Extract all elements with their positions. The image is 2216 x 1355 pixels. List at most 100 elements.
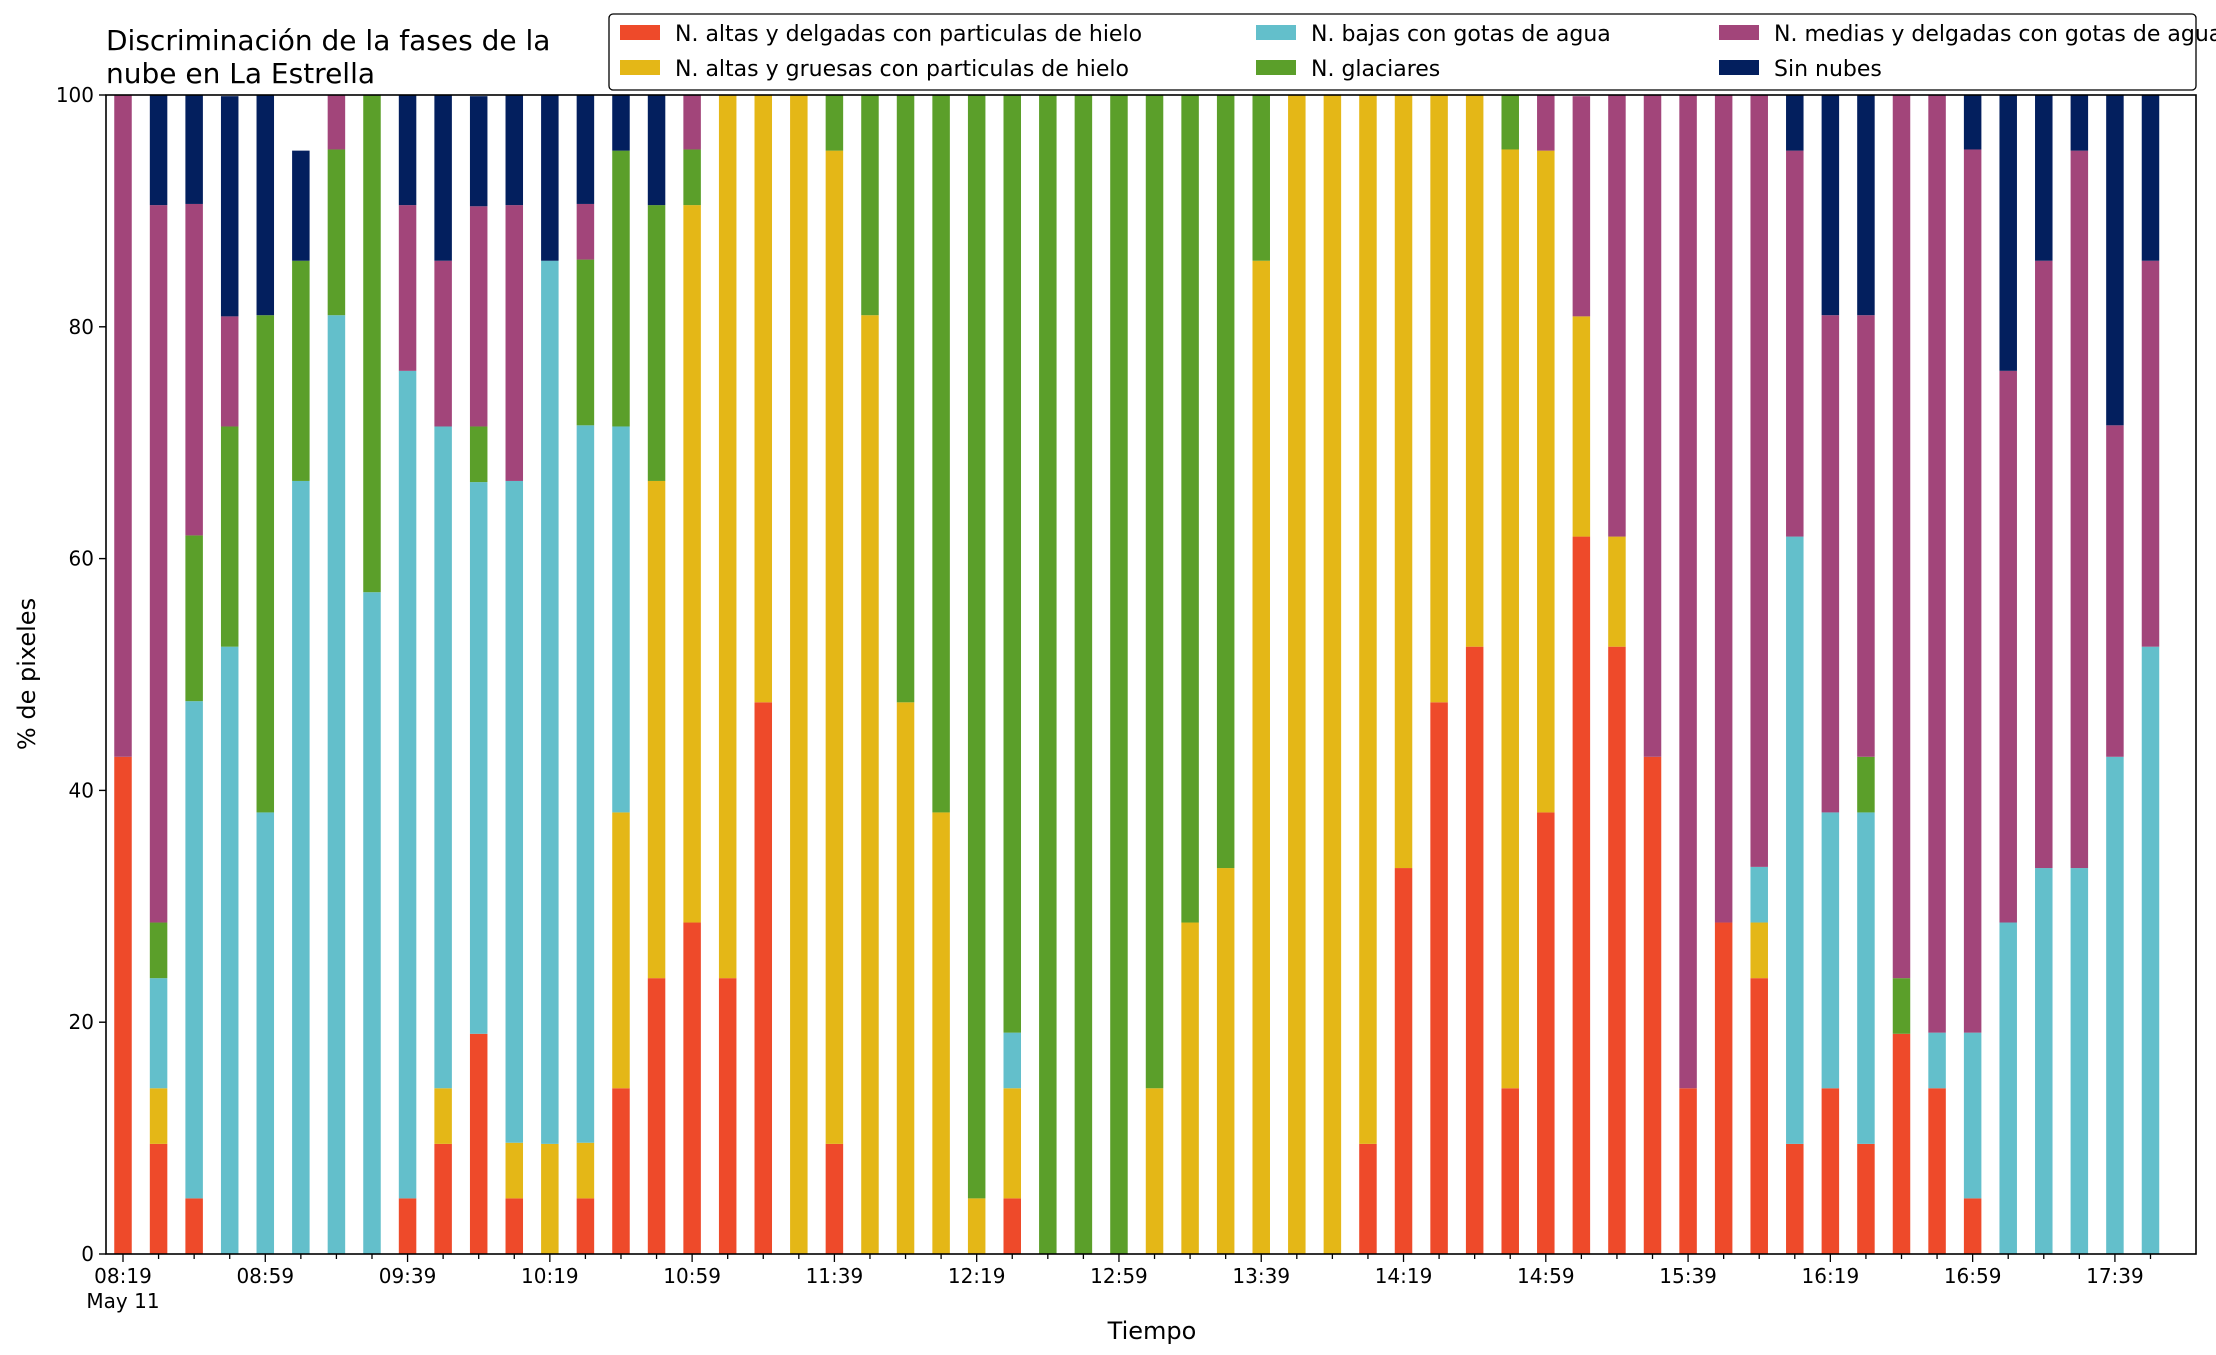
bar-segment [576,95,595,204]
bar-segment [398,95,417,206]
x-tick-label: 15:39 [1659,1264,1717,1288]
bar-segment [2035,868,2053,1254]
bar-segment [292,260,310,481]
y-tick-label: 60 [69,547,94,571]
bar-segment [683,149,701,206]
bar-segment [1181,922,1199,1254]
bar-segment [363,592,381,1254]
bar-segment [1074,95,1093,1254]
bar-segment [967,1198,986,1254]
bar-segment [1359,1143,1377,1254]
bar-segment [754,702,773,1254]
bar-segment [220,426,239,647]
bar-segment [1608,646,1626,1254]
bar-segment [398,1198,417,1254]
legend-swatch [620,25,660,40]
bar-segment [505,95,524,206]
bar-segment [434,1143,452,1254]
bar-segment [1786,150,1804,537]
x-date-label: May 11 [86,1289,159,1313]
x-tick-label: 08:59 [236,1264,294,1288]
bar-segment [1216,95,1235,869]
bar-segment [1501,149,1519,1089]
legend-label: N. bajas con gotas de agua [1311,22,1611,47]
legend-swatch [620,60,660,75]
bar-segment [683,95,701,150]
bar-segment [825,95,844,151]
bar-segment [2106,95,2124,426]
bar-segment [1643,756,1662,1254]
legend-frame [608,13,2197,91]
bar-segment [2070,95,2089,151]
x-tick-label: 10:59 [663,1264,721,1288]
bars-group [114,95,2160,1255]
bar-segment [576,259,595,426]
bar-segment [149,205,168,923]
bar-segment [256,812,275,1254]
bar-segment [363,95,381,593]
bar-segment [612,95,630,151]
bar-segment [1003,1088,1021,1199]
bar-segment [292,480,310,1254]
bar-segment [896,95,915,703]
bar-segment [149,922,168,979]
bar-segment [1003,1198,1021,1254]
bar-segment [1821,812,1840,1089]
bar-segment [434,95,452,261]
bar-segment [541,260,559,1144]
x-tick-label: 16:59 [1944,1264,2002,1288]
y-axis-label: % de pixeles [13,598,41,750]
bar-segment [1252,260,1270,1254]
bar-segment [469,1033,488,1254]
bar-segment [718,95,737,979]
bar-segment [1928,95,1946,1033]
bar-segment [1857,95,1875,316]
bar-segment [469,206,488,427]
x-tick-label: 11:39 [806,1264,864,1288]
bar-segment [1857,756,1875,813]
bar-segment [1359,95,1377,1144]
bar-segment [327,95,346,150]
bar-segment [1501,1088,1519,1254]
bar-segment [2070,868,2089,1254]
bar-segment [1857,812,1875,1144]
bar-segment [647,978,666,1254]
bar-segment [469,96,488,207]
y-tick-label: 0 [81,1242,94,1266]
bar-segment [327,315,346,1255]
bar-segment [1750,922,1768,979]
x-tick-label: 08:19 [94,1264,152,1288]
bar-segment [220,646,239,1254]
bar-segment [1572,96,1591,317]
bar-segment [149,1088,168,1144]
legend-swatch [1256,25,1296,40]
bar-segment [1430,95,1448,703]
bar-segment [612,426,630,813]
legend-label: N. medias y delgadas con gotas de agua [1774,22,2216,47]
bar-segment [505,1198,524,1254]
legend-swatch [1719,60,1759,75]
bar-segment [1963,1032,1982,1199]
bar-segment [1145,1088,1164,1254]
bar-segment [256,315,275,813]
y-tick-label: 20 [69,1010,94,1034]
bar-segment [647,205,666,481]
bar-segment [1750,866,1768,923]
bar-segment [2141,646,2160,1254]
bar-segment [1999,370,2017,923]
bar-segment [327,149,346,316]
bar-segment [149,978,168,1089]
bar-segment [2141,260,2160,647]
bar-segment [1003,1032,1021,1089]
bar-segment [1857,315,1875,757]
bar-segment [2035,260,2053,869]
bar-segment [1537,150,1555,813]
bar-segment [576,425,595,1143]
bar-segment [612,150,630,427]
legend-swatch [1256,60,1296,75]
bar-segment [896,702,915,1254]
bar-segment [861,95,879,316]
bar-segment [1608,536,1626,647]
y-tick-label: 80 [69,315,94,339]
bar-segment [612,1088,630,1254]
